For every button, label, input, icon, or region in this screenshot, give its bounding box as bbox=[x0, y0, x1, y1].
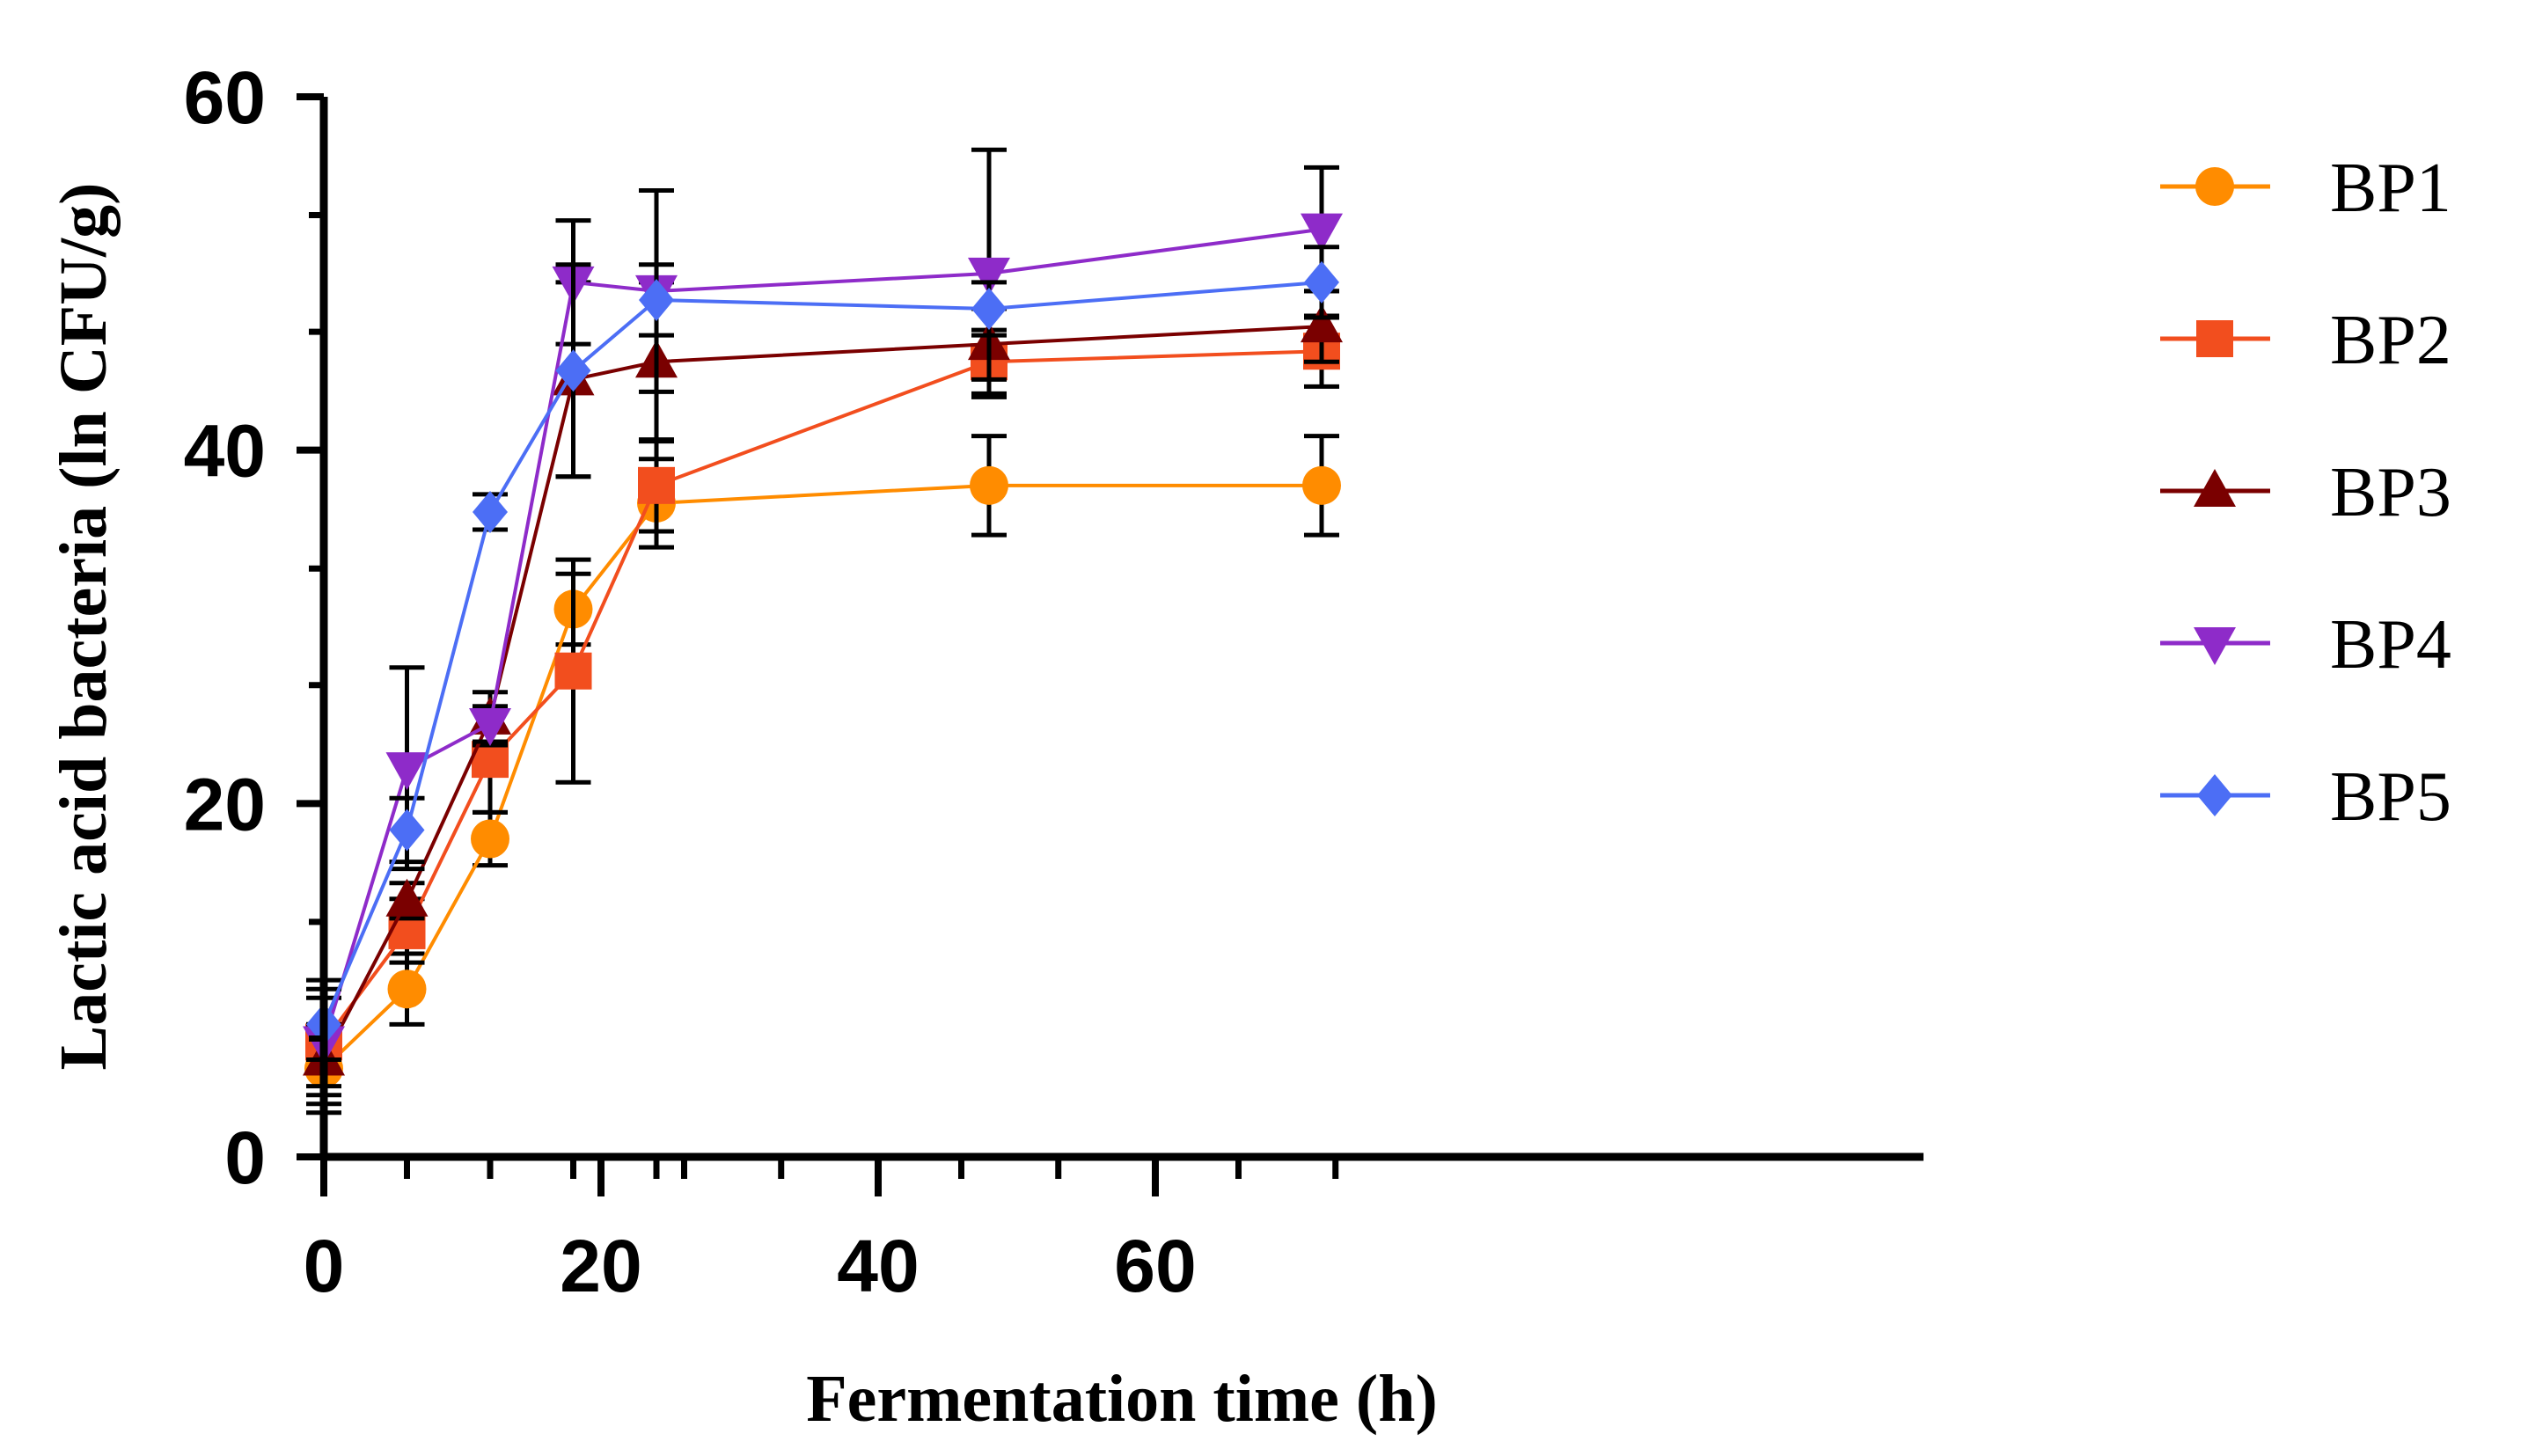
x-tick-label: 40 bbox=[837, 1225, 919, 1307]
legend-label: BP4 bbox=[2330, 606, 2451, 684]
legend: BP1 BP2 BP3 BP4 BP5 bbox=[2160, 150, 2451, 836]
data-point bbox=[971, 288, 1007, 330]
axes: 0 20 40 60 0 20 40 60 bbox=[184, 56, 1923, 1307]
data-point bbox=[970, 465, 1008, 505]
data-point bbox=[471, 819, 509, 859]
series-bp1 bbox=[304, 434, 1341, 1116]
legend-label: BP5 bbox=[2330, 758, 2451, 836]
x-tick-label: 20 bbox=[560, 1225, 641, 1307]
y-tick-label: 0 bbox=[224, 1116, 266, 1199]
data-point bbox=[1301, 213, 1343, 252]
x-tick-label: 0 bbox=[304, 1225, 345, 1307]
legend-item: BP3 bbox=[2160, 454, 2451, 531]
series-bp2 bbox=[305, 313, 1340, 1089]
plot-area bbox=[303, 147, 1343, 1116]
series-line bbox=[322, 280, 1323, 1026]
y-tick-label: 20 bbox=[184, 763, 266, 845]
legend-marker bbox=[2194, 469, 2236, 507]
data-point bbox=[469, 707, 511, 746]
data-point bbox=[473, 490, 508, 533]
legend-item: BP4 bbox=[2160, 606, 2451, 684]
data-point bbox=[1301, 304, 1343, 343]
legend-label: BP1 bbox=[2330, 150, 2451, 227]
series-bp5 bbox=[306, 245, 1339, 1063]
legend-marker bbox=[2196, 320, 2233, 357]
data-point bbox=[638, 466, 675, 504]
data-point bbox=[554, 652, 592, 690]
legend-marker bbox=[2195, 167, 2234, 206]
data-point bbox=[389, 808, 425, 852]
data-point bbox=[968, 257, 1010, 296]
x-tick-label: 60 bbox=[1114, 1225, 1196, 1307]
series-line bbox=[322, 227, 1323, 1043]
legend-item: BP5 bbox=[2160, 758, 2451, 836]
data-point bbox=[1304, 260, 1339, 304]
axis-ticks: 0 20 40 60 0 20 40 60 bbox=[184, 56, 1339, 1307]
data-point bbox=[639, 278, 674, 321]
data-point bbox=[385, 752, 429, 791]
x-axis-title: Fermentation time (h) bbox=[806, 1362, 1438, 1436]
data-point bbox=[387, 969, 427, 1009]
y-axis-title: Lactic acid bacteria (ln CFU/g) bbox=[47, 183, 121, 1071]
series-line bbox=[322, 349, 1323, 1043]
data-point bbox=[555, 349, 591, 392]
y-tick-label: 40 bbox=[184, 410, 266, 493]
legend-marker bbox=[2194, 627, 2236, 665]
legend-marker bbox=[2197, 774, 2232, 816]
legend-label: BP2 bbox=[2330, 302, 2451, 379]
series-bp3 bbox=[303, 280, 1343, 1098]
legend-item: BP2 bbox=[2160, 302, 2451, 379]
legend-label: BP3 bbox=[2330, 454, 2451, 531]
data-point bbox=[385, 878, 429, 917]
data-point bbox=[1302, 465, 1341, 505]
y-tick-label: 60 bbox=[184, 56, 266, 139]
legend-item: BP1 bbox=[2160, 150, 2451, 227]
